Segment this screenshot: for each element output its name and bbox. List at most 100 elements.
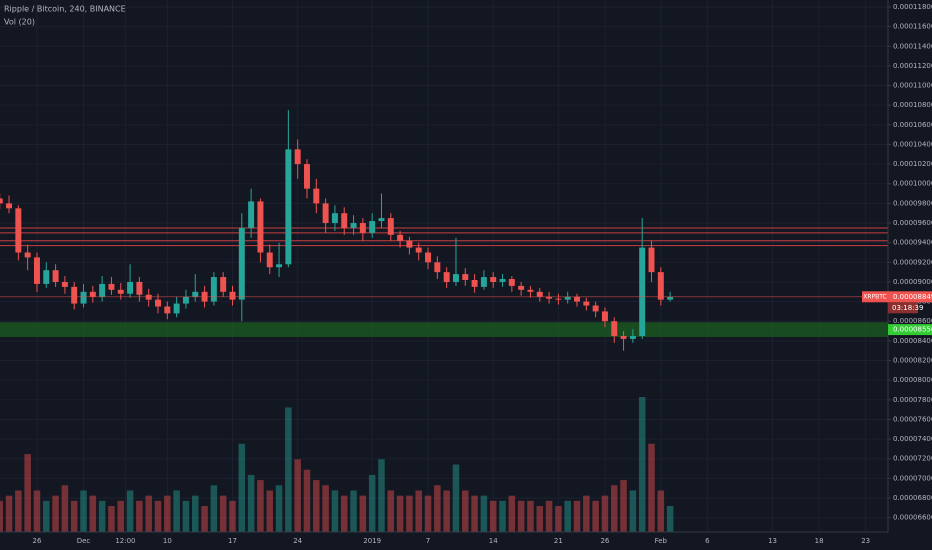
volume-bar [657, 490, 665, 532]
x-tick-label: Feb [655, 537, 668, 545]
candle-body [648, 247, 655, 273]
candle-body [536, 291, 543, 297]
countdown-tag [888, 302, 918, 314]
candle-body [99, 283, 106, 297]
x-tick-label: 21 [554, 537, 563, 545]
candle-body [173, 303, 180, 314]
x-tick-label: 24 [293, 537, 302, 545]
volume-bar [573, 500, 581, 532]
volume-bar [61, 485, 69, 532]
y-tick-label: 0.00006600 [893, 514, 932, 522]
y-tick-label: 0.00011600 [893, 23, 932, 31]
volume-bar [275, 485, 283, 532]
candle-body [127, 281, 134, 294]
x-tick-label: 13 [768, 537, 777, 545]
volume-bar [648, 443, 655, 532]
volume-bar [629, 490, 637, 532]
volume-bar [527, 500, 534, 532]
candle-body [499, 279, 506, 282]
candle-body [238, 227, 245, 300]
candle-body [71, 286, 78, 304]
volume-bar [5, 495, 13, 532]
volume-bar [368, 474, 376, 532]
price-axis [888, 0, 932, 550]
volume-bar [164, 495, 171, 532]
volume-bar [43, 500, 50, 532]
y-tick-label: 0.00009800 [893, 199, 932, 207]
x-tick-label: 2019 [363, 537, 381, 545]
candle-body [611, 321, 618, 336]
y-tick-label: 0.00011000 [893, 82, 932, 90]
volume-bar [592, 500, 599, 532]
candle-body [508, 279, 515, 286]
volume-bar [406, 495, 413, 532]
candle-body [397, 234, 404, 241]
volume-bar [471, 495, 478, 532]
volume-bar [247, 474, 255, 532]
candle-body [145, 294, 152, 300]
volume-bar [331, 490, 339, 532]
candle-body [350, 223, 357, 228]
x-tick-label: 26 [33, 537, 42, 545]
volume-indicator: Vol (20) [4, 18, 35, 27]
countdown-text: 03:18:39 [892, 304, 923, 312]
volume-bar [359, 495, 367, 532]
volume-bar [340, 495, 348, 532]
volume-bar [378, 459, 385, 532]
x-tick-label: 18 [815, 537, 824, 545]
candle-body [583, 301, 590, 306]
candle-body [43, 270, 50, 284]
volume-bar [52, 495, 59, 532]
y-tick-label: 0.00011200 [893, 62, 932, 70]
x-tick-label: 7 [426, 537, 430, 545]
candle-body [331, 213, 338, 224]
volume-bar [136, 500, 143, 532]
volume-bar [555, 506, 562, 532]
candle-body [266, 252, 273, 268]
volume-bar [610, 485, 618, 532]
volume-bar [424, 495, 432, 532]
candle-body [601, 311, 608, 322]
volume-bar [434, 485, 441, 532]
volume-bar [80, 490, 87, 532]
volume-bar [350, 490, 357, 532]
volume-bar [601, 495, 609, 532]
price-tag-text: 0.00008849 [893, 293, 932, 301]
volume-bar [638, 397, 646, 532]
y-tick-label: 0.00010800 [893, 101, 932, 109]
volume-bar [15, 490, 22, 532]
volume-bar [387, 490, 395, 532]
candle-body [304, 164, 310, 189]
volume-bar [98, 500, 106, 532]
volume-bar [108, 506, 115, 532]
volume-bar [396, 495, 404, 532]
candle-body [89, 291, 96, 297]
candle-body [33, 257, 40, 284]
x-tick-label: 12:00 [115, 537, 135, 545]
candle-body [24, 252, 31, 258]
y-tick-label: 0.00007600 [893, 415, 932, 423]
candle-body [182, 296, 189, 304]
volume-bar [238, 443, 246, 532]
y-tick-label: 0.00007400 [893, 435, 932, 443]
candle-body [6, 203, 13, 209]
x-tick-label: 10 [163, 537, 172, 545]
candle-body [359, 223, 366, 233]
y-tick-label: 0.00009600 [893, 219, 932, 227]
candle-body [80, 291, 87, 304]
y-tick-label: 0.00007200 [893, 455, 932, 463]
candle-body [415, 247, 422, 253]
y-tick-label: 0.00011400 [893, 42, 932, 50]
volume-bar [666, 506, 674, 532]
candle-body [406, 240, 413, 248]
candle-body [15, 208, 22, 253]
candle-body [564, 296, 571, 300]
volume-bar [33, 490, 41, 532]
volume-bar [564, 500, 571, 532]
y-tick-label: 0.00008200 [893, 357, 932, 365]
volume-bar [173, 490, 180, 532]
volume-bar [517, 500, 525, 532]
candle-body [546, 296, 553, 299]
candle-body [341, 213, 348, 228]
